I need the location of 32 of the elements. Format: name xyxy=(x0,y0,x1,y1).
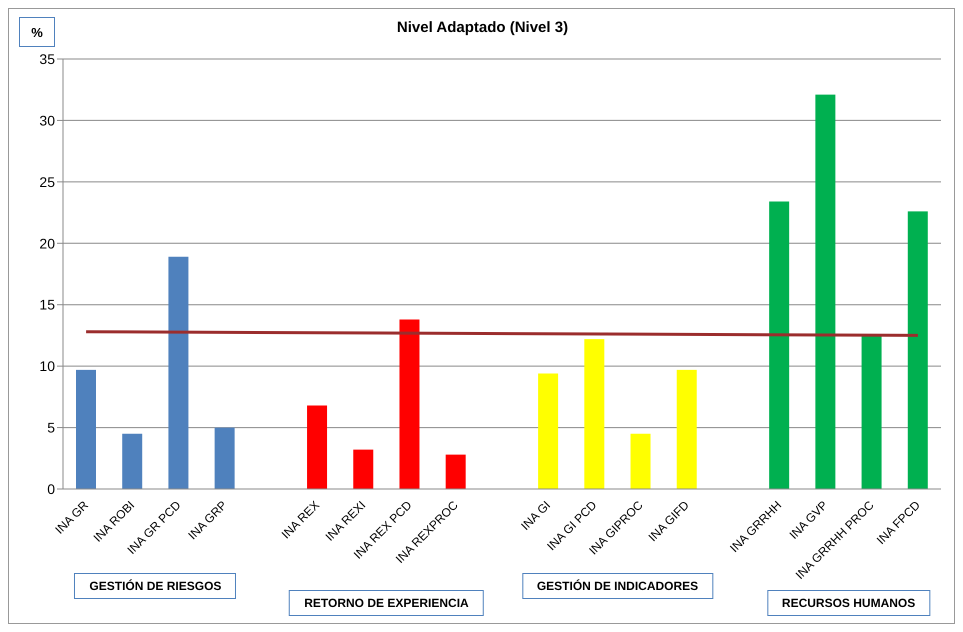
y-tick-label: 10 xyxy=(39,358,56,374)
text: GESTIÓN DE INDICADORES xyxy=(522,573,714,599)
x-tick-label: INA GR xyxy=(52,498,92,537)
y-tick-label: 15 xyxy=(39,296,56,313)
chart-title: Nivel Adaptado (Nivel 3) xyxy=(396,19,568,36)
y-tick-label: 0 xyxy=(47,480,56,497)
y-axis-title: % xyxy=(19,17,55,47)
bar xyxy=(446,454,466,489)
bar xyxy=(307,405,328,489)
bar xyxy=(815,94,836,489)
y-tick-label: 5 xyxy=(47,420,56,436)
bar xyxy=(214,428,235,489)
bar xyxy=(538,374,558,489)
bar xyxy=(584,339,604,489)
bar xyxy=(76,370,96,489)
bar xyxy=(353,450,374,489)
y-tick-label: 35 xyxy=(39,50,56,67)
bar xyxy=(399,319,420,489)
y-tick-label: 30 xyxy=(39,112,56,128)
y-tick-label: 20 xyxy=(39,235,56,252)
bar xyxy=(168,256,188,489)
bar xyxy=(122,434,142,489)
text: RECURSOS HUMANOS xyxy=(766,590,930,616)
text: RETORNO DE EXPERIENCIA xyxy=(289,590,484,616)
bar xyxy=(908,211,928,489)
bar xyxy=(862,335,882,489)
y-tick-label: 25 xyxy=(39,174,56,190)
bar xyxy=(769,202,790,489)
bar xyxy=(630,434,651,489)
x-tick-label: INA GI xyxy=(518,498,554,533)
bar xyxy=(676,370,697,489)
text: GESTIÓN DE RIESGOS xyxy=(74,573,236,599)
